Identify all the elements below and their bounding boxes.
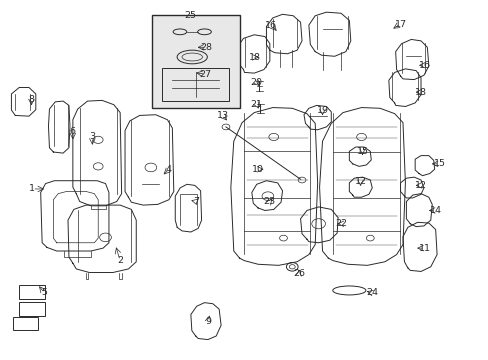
Text: 16: 16 <box>265 21 277 30</box>
Text: 12: 12 <box>354 177 366 186</box>
Text: 16: 16 <box>418 61 430 70</box>
Text: 14: 14 <box>429 206 441 215</box>
Bar <box>13 318 38 330</box>
Text: 12: 12 <box>414 181 426 190</box>
Bar <box>19 285 44 299</box>
Bar <box>19 302 44 316</box>
Text: 6: 6 <box>70 127 76 136</box>
Text: 8: 8 <box>28 95 34 104</box>
Text: 2: 2 <box>117 256 123 265</box>
Text: 10: 10 <box>252 165 264 174</box>
Text: 25: 25 <box>183 10 196 19</box>
Text: 3: 3 <box>89 132 95 141</box>
Text: 11: 11 <box>418 244 430 253</box>
Text: 17: 17 <box>394 19 406 28</box>
Text: 27: 27 <box>199 70 211 79</box>
Bar <box>162 68 228 101</box>
Text: 9: 9 <box>204 317 210 326</box>
Text: 15: 15 <box>433 159 445 168</box>
Text: 15: 15 <box>356 147 368 156</box>
Text: 7: 7 <box>192 197 198 206</box>
Text: 5: 5 <box>41 288 47 297</box>
Bar <box>152 15 239 108</box>
Text: 24: 24 <box>366 288 378 297</box>
Text: 18: 18 <box>414 87 426 96</box>
Text: 19: 19 <box>316 105 328 114</box>
Text: 13: 13 <box>216 111 228 120</box>
Text: 28: 28 <box>200 43 212 52</box>
Text: 26: 26 <box>292 269 305 278</box>
Text: 18: 18 <box>249 53 261 62</box>
Text: 21: 21 <box>250 100 262 109</box>
Text: 23: 23 <box>263 197 275 206</box>
Text: 22: 22 <box>334 219 346 228</box>
Text: 1: 1 <box>29 184 35 193</box>
Text: 4: 4 <box>165 165 172 174</box>
Text: 20: 20 <box>250 78 262 87</box>
